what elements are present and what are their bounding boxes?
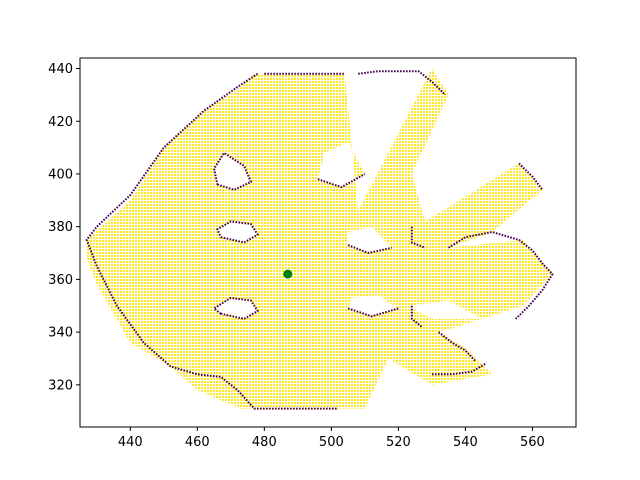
y-tick-label-1: 340 <box>48 326 73 341</box>
x-tick-label-6: 560 <box>520 435 545 450</box>
y-tick-label-5: 420 <box>48 115 73 130</box>
y-tick-label-0: 320 <box>48 378 73 393</box>
plot-frame <box>79 57 577 428</box>
x-tick-label-0: 440 <box>118 435 143 450</box>
interior-region <box>86 68 553 409</box>
boundary-segment-10 <box>317 173 366 189</box>
boundary-segment-8 <box>216 220 259 244</box>
boundary-segment-4 <box>518 162 544 191</box>
x-tick-label-3: 500 <box>319 435 344 450</box>
y-tick-label-2: 360 <box>48 273 73 288</box>
x-tick-label-4: 520 <box>386 435 411 450</box>
boundary-segment-13 <box>410 226 426 249</box>
boundary-segment-9 <box>212 296 260 320</box>
y-tick-label-4: 400 <box>48 167 73 182</box>
x-tick-label-1: 460 <box>185 435 210 450</box>
boundary-segment-3 <box>448 230 554 320</box>
y-tick-label-3: 380 <box>48 220 73 235</box>
plot-area <box>85 68 554 410</box>
boundary-segment-14 <box>410 305 423 328</box>
interior-points <box>86 68 553 409</box>
x-tick-label-5: 540 <box>453 435 478 450</box>
boundary-segment-11 <box>347 244 392 255</box>
x-tick-label-2: 480 <box>252 435 277 450</box>
y-tick-label-6: 440 <box>48 62 73 77</box>
robot-point-0 <box>283 269 293 279</box>
boundary-segment-6 <box>431 362 487 376</box>
y-axis: 320 340 360 380 400 420 440 <box>48 62 80 393</box>
boundary-points <box>85 70 554 410</box>
boundary-segment-12 <box>347 307 399 318</box>
robot-position <box>283 269 293 279</box>
x-axis: 440 460 480 500 520 540 560 <box>118 427 545 450</box>
boundary-segment-5 <box>437 331 477 362</box>
